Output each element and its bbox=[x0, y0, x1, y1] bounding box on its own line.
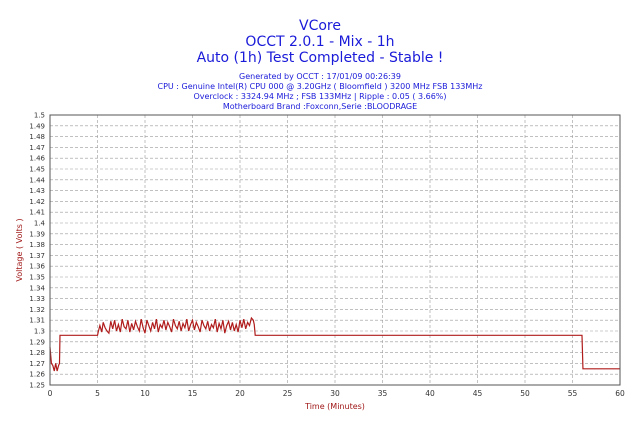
y-tick-label: 1.37 bbox=[29, 252, 45, 260]
y-tick-label: 1.43 bbox=[29, 187, 45, 195]
y-tick-label: 1.42 bbox=[29, 198, 45, 206]
y-tick-label: 1.5 bbox=[34, 112, 45, 120]
series-line bbox=[49, 316, 620, 372]
info-motherboard: Motherboard Brand :Foxconn,Serie :BLOODR… bbox=[222, 102, 418, 111]
y-axis-label: Voltage ( Volts ) bbox=[15, 218, 24, 281]
x-tick-label: 5 bbox=[95, 389, 100, 398]
info-cpu: CPU : Genuine Intel(R) CPU 000 @ 3.20GHz… bbox=[157, 82, 483, 91]
x-tick-label: 50 bbox=[520, 389, 530, 398]
y-tick-label: 1.32 bbox=[29, 306, 45, 314]
y-tick-label: 1.26 bbox=[29, 371, 45, 379]
x-tick-label: 40 bbox=[425, 389, 435, 398]
y-tick-label: 1.33 bbox=[29, 295, 45, 303]
x-tick-label: 0 bbox=[48, 389, 53, 398]
y-tick-label: 1.38 bbox=[29, 241, 45, 249]
y-tick-label: 1.41 bbox=[29, 209, 45, 217]
y-tick-label: 1.34 bbox=[29, 284, 45, 292]
info-generated: Generated by OCCT : 17/01/09 00:26:39 bbox=[239, 72, 401, 81]
x-tick-label: 25 bbox=[283, 389, 293, 398]
y-tick-label: 1.28 bbox=[29, 349, 45, 357]
y-tick-label: 1.36 bbox=[29, 263, 45, 271]
y-tick-label: 1.27 bbox=[29, 360, 45, 368]
y-tick-label: 1.29 bbox=[29, 338, 45, 346]
x-axis-label: Time (Minutes) bbox=[304, 402, 365, 411]
y-tick-label: 1.44 bbox=[29, 176, 45, 184]
x-tick-label: 35 bbox=[378, 389, 388, 398]
x-tick-label: 30 bbox=[330, 389, 340, 398]
y-tick-label: 1.35 bbox=[29, 274, 45, 282]
y-tick-label: 1.48 bbox=[29, 133, 45, 141]
x-tick-label: 45 bbox=[473, 389, 483, 398]
y-tick-label: 1.25 bbox=[29, 382, 45, 390]
chart-subtitle-2: Auto (1h) Test Completed - Stable ! bbox=[196, 50, 444, 66]
y-tick-label: 1.31 bbox=[29, 317, 45, 325]
y-tick-label: 1.39 bbox=[29, 230, 45, 238]
y-tick-label: 1.49 bbox=[29, 122, 45, 130]
x-tick-label: 60 bbox=[615, 389, 625, 398]
y-tick-label: 1.46 bbox=[29, 155, 45, 163]
y-tick-label: 1.4 bbox=[34, 220, 46, 228]
y-tick-label: 1.45 bbox=[29, 166, 45, 174]
plot-frame bbox=[49, 114, 621, 386]
chart-title: VCore bbox=[299, 18, 341, 34]
y-tick-label: 1.3 bbox=[34, 328, 45, 336]
x-tick-label: 10 bbox=[140, 389, 150, 398]
x-tick-label: 15 bbox=[188, 389, 198, 398]
tick-labels: 0 5 10 15 20 25 30 35 40 45 50 55 60 1.25 1.26 1.27 1.28… bbox=[29, 112, 625, 399]
chart-subtitle-1: OCCT 2.0.1 - Mix - 1h bbox=[245, 34, 395, 50]
y-tick-label: 1.47 bbox=[29, 144, 45, 152]
x-tick-label: 55 bbox=[568, 389, 578, 398]
x-tick-label: 20 bbox=[235, 389, 245, 398]
info-overclock: Overclock : 3324.94 MHz ; FSB 133MHz | R… bbox=[193, 92, 447, 101]
